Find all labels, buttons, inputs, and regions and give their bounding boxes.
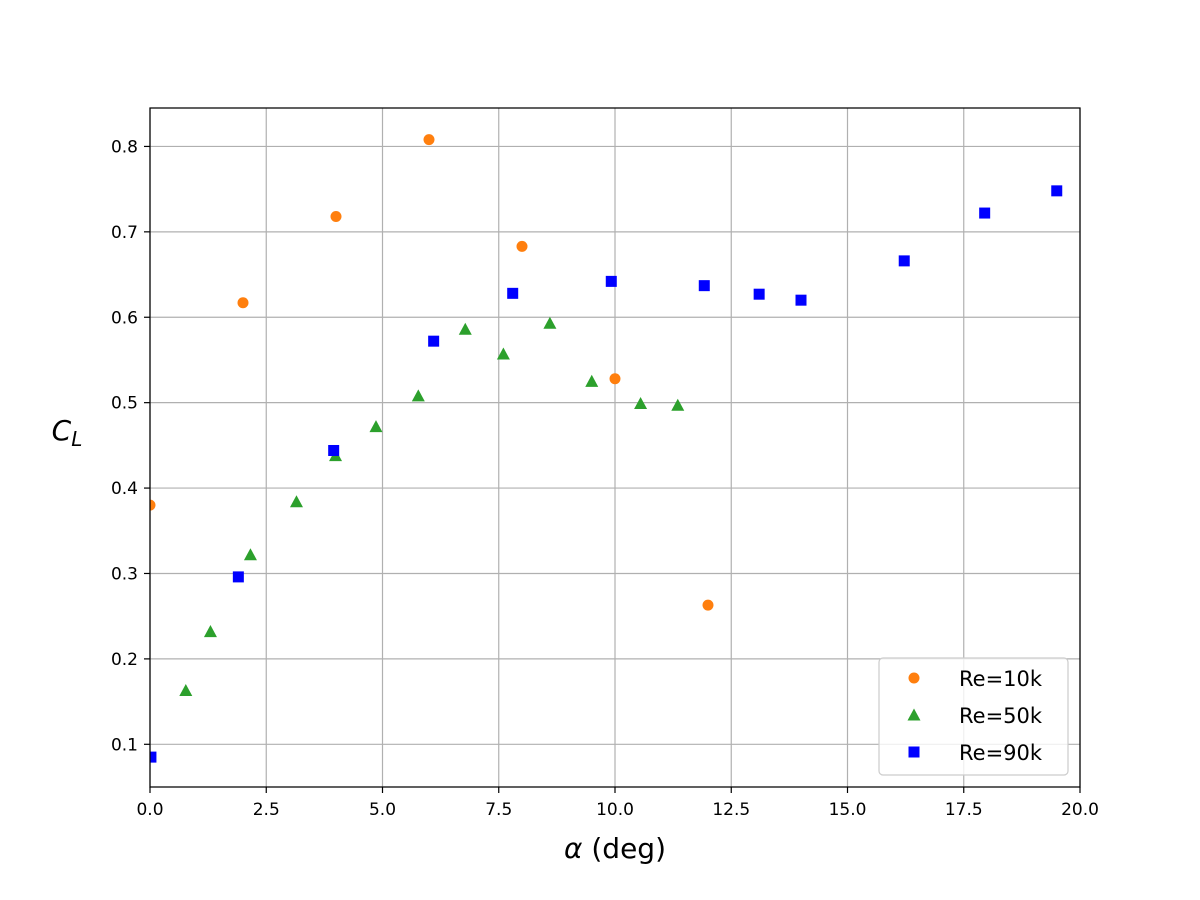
data-point bbox=[411, 389, 425, 402]
legend-label: Re=90k bbox=[959, 741, 1043, 765]
y-tick-label: 0.6 bbox=[111, 308, 138, 328]
legend-marker bbox=[908, 746, 920, 758]
y-tick-label: 0.8 bbox=[111, 137, 138, 157]
y-tick-label: 0.4 bbox=[111, 479, 138, 499]
data-point bbox=[1051, 185, 1063, 197]
legend-box bbox=[878, 657, 1069, 776]
data-point bbox=[979, 207, 991, 219]
data-point bbox=[458, 322, 472, 335]
data-point bbox=[543, 316, 557, 329]
data-point bbox=[328, 444, 340, 456]
x-tick-label: 17.5 bbox=[945, 800, 983, 820]
x-tick-label: 2.5 bbox=[253, 800, 280, 820]
data-point bbox=[369, 420, 383, 433]
data-point bbox=[605, 275, 617, 287]
legend-label: Re=50k bbox=[959, 704, 1043, 728]
data-point bbox=[516, 240, 528, 252]
y-axis-ticks: 0.1 0.2 0.3 0.4 0.5 0.6 0.7 0.8 bbox=[111, 137, 150, 755]
legend-marker bbox=[907, 708, 921, 721]
x-tick-label: 5.0 bbox=[369, 800, 396, 820]
data-point bbox=[634, 397, 648, 410]
grid-lines bbox=[149, 108, 1081, 787]
data-point bbox=[150, 751, 157, 763]
x-tick-label: 20.0 bbox=[1061, 800, 1099, 820]
y-tick-label: 0.2 bbox=[111, 650, 138, 670]
data-point bbox=[243, 548, 257, 561]
data-point bbox=[150, 499, 156, 511]
y-tick-label: 0.3 bbox=[111, 564, 138, 584]
data-point bbox=[507, 287, 519, 299]
data-point bbox=[609, 373, 621, 385]
data-point bbox=[585, 374, 599, 387]
x-tick-label: 7.5 bbox=[485, 800, 512, 820]
data-point bbox=[702, 599, 714, 611]
legend-label: Re=10k bbox=[959, 667, 1043, 691]
y-tick-label: 0.1 bbox=[111, 735, 138, 755]
data-point bbox=[289, 495, 303, 508]
data-point bbox=[330, 210, 342, 222]
x-axis-ticks: 0.0 2.5 5.0 7.5 10.0 12.5 15.0 17.5 20.0 bbox=[136, 787, 1099, 820]
data-point bbox=[203, 625, 217, 638]
data-point bbox=[428, 335, 440, 347]
y-axis-label: CL bbox=[52, 414, 83, 451]
data-point bbox=[698, 280, 710, 292]
legend: Re=10k Re=50k Re=90k bbox=[878, 657, 1069, 776]
x-axis-label: α (deg) bbox=[564, 832, 666, 865]
y-tick-label: 0.5 bbox=[111, 394, 138, 414]
y-tick-label: 0.7 bbox=[111, 223, 138, 243]
data-point bbox=[671, 398, 685, 411]
data-points bbox=[150, 134, 1063, 763]
data-point bbox=[237, 297, 249, 309]
x-tick-label: 0.0 bbox=[136, 800, 163, 820]
data-point bbox=[179, 683, 193, 697]
data-point bbox=[423, 134, 435, 146]
legend-marker bbox=[908, 672, 920, 684]
data-point bbox=[795, 294, 807, 306]
x-tick-label: 15.0 bbox=[829, 800, 867, 820]
data-point bbox=[496, 347, 510, 360]
x-tick-label: 10.0 bbox=[596, 800, 634, 820]
x-tick-label: 12.5 bbox=[712, 800, 750, 820]
data-point bbox=[898, 255, 910, 267]
data-point bbox=[232, 571, 244, 583]
data-point bbox=[753, 288, 765, 300]
